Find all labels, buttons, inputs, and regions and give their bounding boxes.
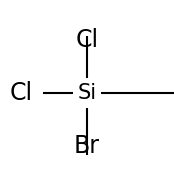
Text: Cl: Cl [10,81,33,105]
Text: Si: Si [77,83,97,103]
Text: Br: Br [74,134,100,158]
Text: Cl: Cl [76,28,98,52]
